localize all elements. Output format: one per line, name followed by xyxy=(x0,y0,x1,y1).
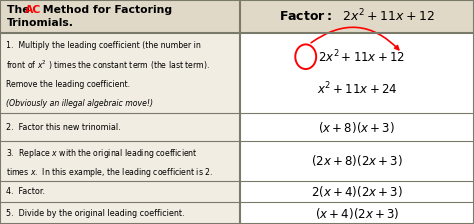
Text: Remove the leading coefficient.: Remove the leading coefficient. xyxy=(6,80,130,89)
Text: 2.  Factor this new trinomial.: 2. Factor this new trinomial. xyxy=(6,123,121,131)
Text: front of $x^2$ ) times the constant term (the last term).: front of $x^2$ ) times the constant term… xyxy=(6,58,210,72)
Text: 4.  Factor.: 4. Factor. xyxy=(6,187,45,196)
Text: $\mathbf{Factor:}$  $2x^2+11x+12$: $\mathbf{Factor:}$ $2x^2+11x+12$ xyxy=(279,8,435,25)
Text: times $x$.  In this example, the leading coefficient is 2.: times $x$. In this example, the leading … xyxy=(6,166,213,179)
Text: $(x+4)(2x+3)$: $(x+4)(2x+3)$ xyxy=(315,206,399,221)
FancyArrowPatch shape xyxy=(311,27,399,50)
Text: $2x^2+11x+12$: $2x^2+11x+12$ xyxy=(318,48,405,65)
Text: $(2x+8)(2x+3)$: $(2x+8)(2x+3)$ xyxy=(311,153,403,168)
Text: The: The xyxy=(7,5,34,15)
Text: Trinomials.: Trinomials. xyxy=(7,18,74,28)
Text: (Obviously an illegal algebraic move!): (Obviously an illegal algebraic move!) xyxy=(6,99,153,108)
Text: $x^2+11x+24$: $x^2+11x+24$ xyxy=(317,81,397,97)
Bar xyxy=(0,0,474,32)
Text: AC: AC xyxy=(25,5,42,15)
Text: 5.  Divide by the original leading coefficient.: 5. Divide by the original leading coeffi… xyxy=(6,209,185,218)
Text: Method for Factoring: Method for Factoring xyxy=(39,5,173,15)
Bar xyxy=(240,0,474,32)
Text: $(x+8)(x+3)$: $(x+8)(x+3)$ xyxy=(319,120,395,135)
Text: $2(x+4)(2x+3)$: $2(x+4)(2x+3)$ xyxy=(311,184,403,199)
Text: 1.  Multiply the leading coefficient (the number in: 1. Multiply the leading coefficient (the… xyxy=(6,41,201,50)
Bar xyxy=(240,0,474,224)
Text: 3.  Replace $x$ with the original leading coefficient: 3. Replace $x$ with the original leading… xyxy=(6,147,198,160)
